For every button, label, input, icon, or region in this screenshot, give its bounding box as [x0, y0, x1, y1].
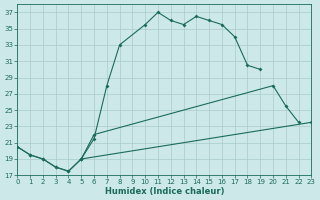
X-axis label: Humidex (Indice chaleur): Humidex (Indice chaleur)	[105, 187, 224, 196]
